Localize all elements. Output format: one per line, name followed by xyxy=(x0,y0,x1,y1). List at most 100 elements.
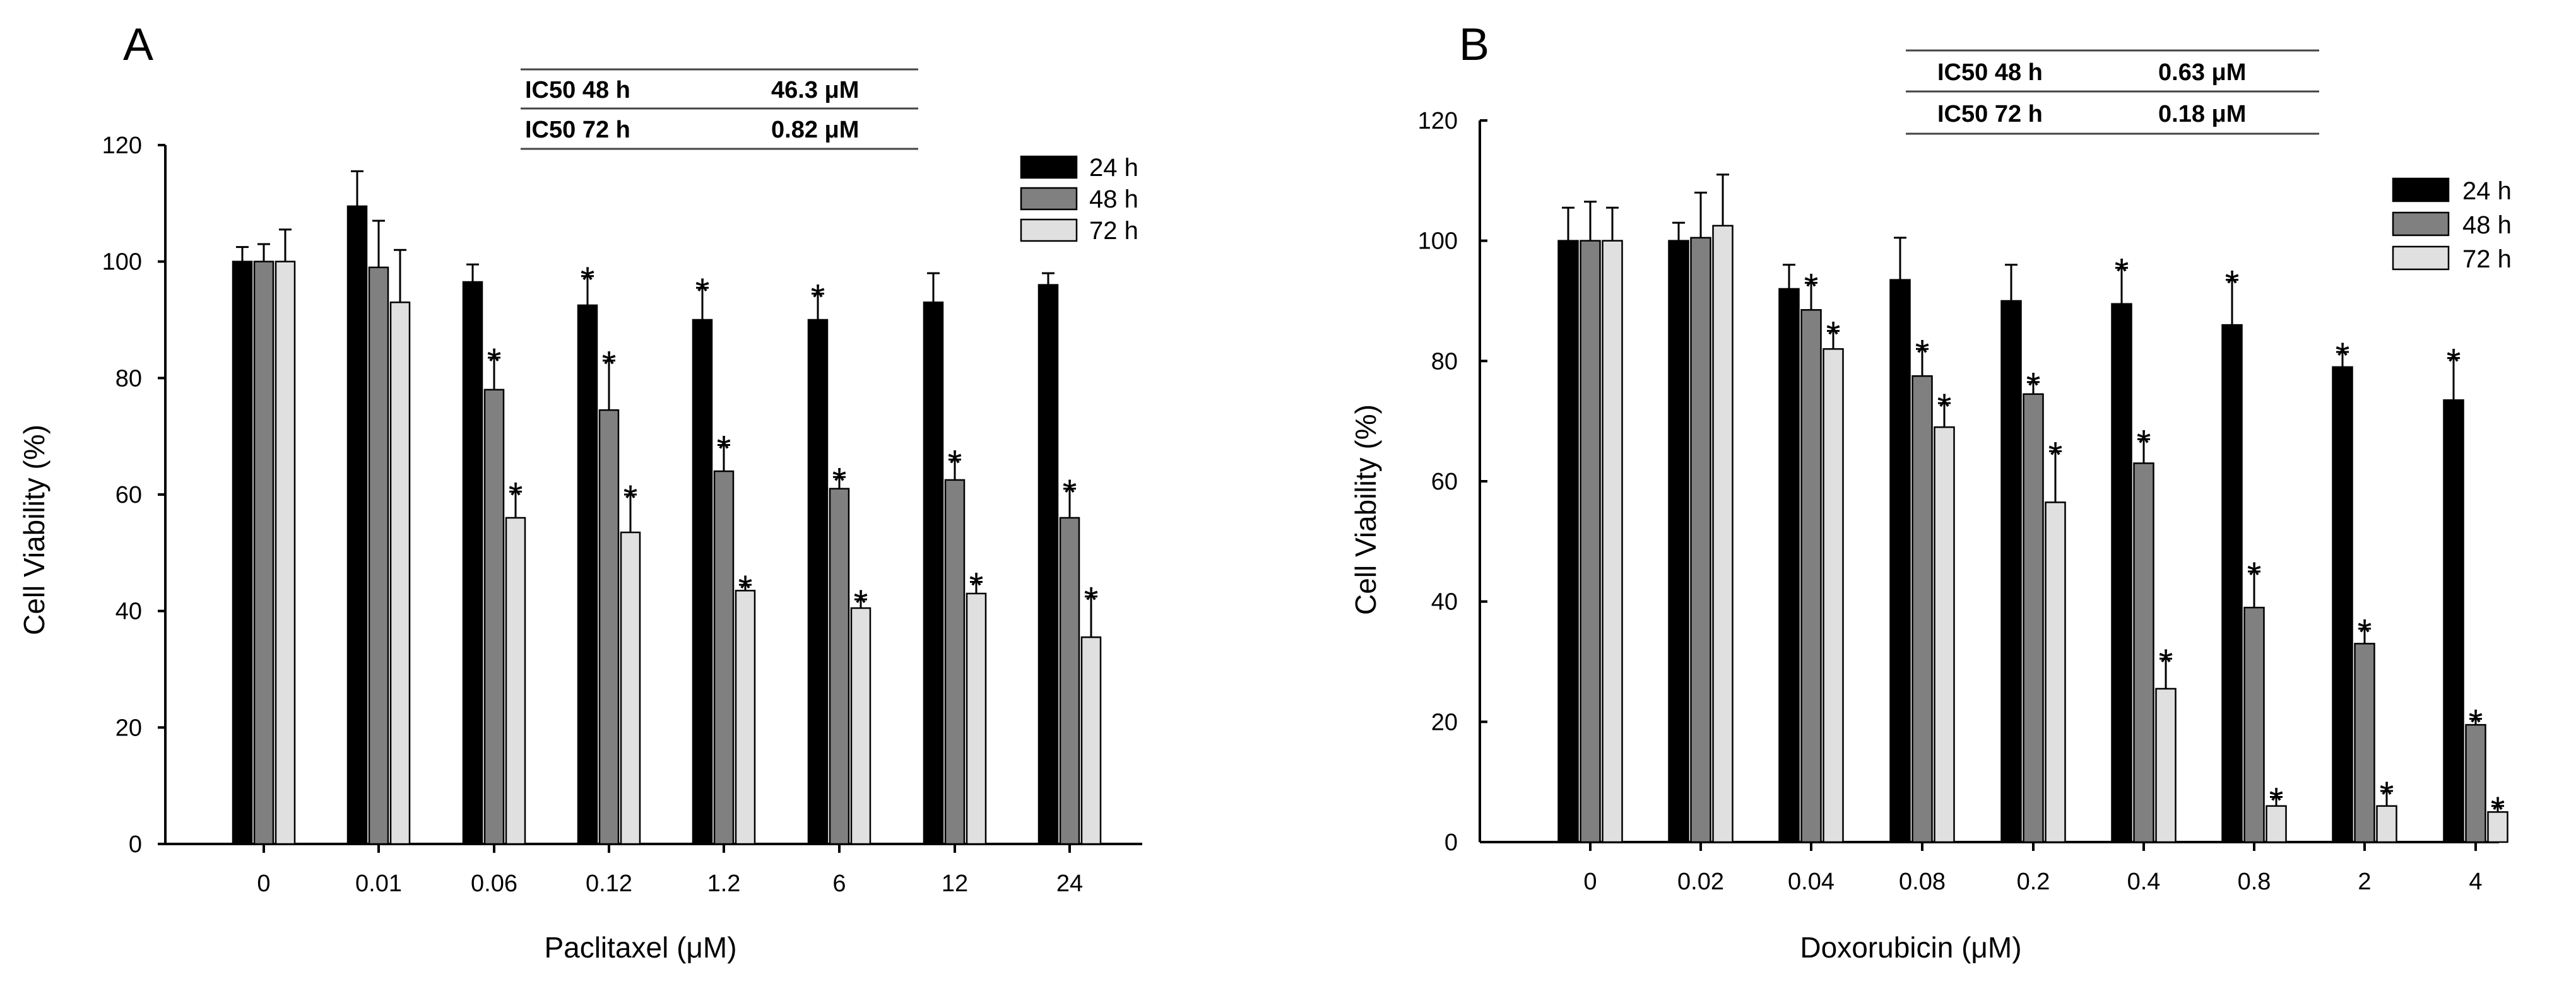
x-tick-label: 1.2 xyxy=(707,870,741,897)
bar xyxy=(807,319,829,845)
x-tick-label: 0.12 xyxy=(586,870,632,897)
bar xyxy=(462,281,483,845)
significance-star: * xyxy=(1804,266,1819,307)
significance-star: * xyxy=(1937,387,1952,428)
bar xyxy=(1580,240,1601,843)
y-tick-label: 100 xyxy=(102,249,142,276)
y-tick-label: 120 xyxy=(102,132,142,159)
y-tick-label: 80 xyxy=(1431,348,1458,375)
y-tick-label: 60 xyxy=(1431,469,1458,495)
bar xyxy=(577,304,598,845)
legend-label-72h: 72 h xyxy=(1089,217,1138,245)
significance-star: * xyxy=(2469,703,2483,744)
legend-swatch-72h xyxy=(1020,218,1078,242)
significance-star: * xyxy=(623,478,638,519)
significance-star: * xyxy=(2491,790,2505,831)
x-tick-label: 0.04 xyxy=(1788,869,1835,895)
significance-star: * xyxy=(2159,642,2173,683)
significance-star: * xyxy=(1915,332,1930,373)
significance-star: * xyxy=(602,344,617,385)
legend-b: 24 h 48 h 72 h xyxy=(2392,177,2512,273)
y-tick-label: 20 xyxy=(115,715,142,741)
bar xyxy=(1037,284,1059,845)
x-tick-label: 12 xyxy=(942,870,968,897)
y-tick-label: 120 xyxy=(1418,108,1458,134)
x-tick-label: 0 xyxy=(1583,869,1597,895)
ic50-row-value: 0.82 μM xyxy=(771,117,859,143)
significance-star: * xyxy=(581,260,595,301)
bar xyxy=(2487,811,2508,843)
bar xyxy=(2133,462,2154,843)
legend-swatch-48h xyxy=(2392,211,2450,237)
significance-star: * xyxy=(2048,435,2063,476)
legend-swatch-24h xyxy=(1020,155,1078,179)
legend-swatch-24h xyxy=(2392,177,2450,202)
bar xyxy=(2023,393,2044,843)
y-tick-label: 60 xyxy=(115,482,142,508)
y-tick-label: 40 xyxy=(1431,589,1458,616)
bar xyxy=(598,409,620,845)
x-axis-label-a: Paclitaxel (μM) xyxy=(544,931,736,964)
y-tick-label: 0 xyxy=(1445,829,1458,856)
x-tick-label: 6 xyxy=(832,870,846,897)
significance-star: * xyxy=(832,460,847,501)
bar xyxy=(2155,688,2177,843)
bar xyxy=(2221,324,2243,843)
x-tick-label: 0.02 xyxy=(1677,869,1724,895)
bar xyxy=(1823,348,1844,843)
plot-area-a: 0 20 40 60 80 100 120 0 0.01 0.06 0.12 1.2 6 12 24 * * * *… xyxy=(102,132,1142,897)
bar xyxy=(620,531,641,845)
significance-star: * xyxy=(2225,264,2240,305)
significance-star: * xyxy=(2447,342,2461,383)
x-tick-label: 4 xyxy=(2469,869,2482,895)
bar xyxy=(713,470,735,845)
ic50-row-value: 0.63 μM xyxy=(2158,59,2246,86)
bar xyxy=(1911,375,1933,843)
panel-a: A IC50 48 h 46.3 μM IC50 72 h 0.82 μM 24… xyxy=(18,20,1142,964)
x-axis-label-b: Doxorubicin (μM) xyxy=(1800,931,2021,964)
significance-star: * xyxy=(2380,775,2394,816)
x-tick-label: 0.4 xyxy=(2127,869,2161,895)
significance-star: * xyxy=(969,566,984,607)
bar xyxy=(1778,288,1800,843)
ic50-row-label: IC50 72 h xyxy=(1937,101,2043,127)
legend-a: 24 h 48 h 72 h xyxy=(1020,154,1138,245)
x-tick-label: 0.06 xyxy=(471,870,517,897)
x-tick-label: 0.08 xyxy=(1899,869,1946,895)
significance-star: * xyxy=(854,583,868,624)
y-axis-label-a: Cell Viability (%) xyxy=(18,425,50,635)
bar xyxy=(389,302,411,845)
y-tick-label: 0 xyxy=(129,831,142,858)
panel-letter-a: A xyxy=(123,20,153,70)
panel-letter-b: B xyxy=(1459,20,1489,70)
ic50-row-label: IC50 48 h xyxy=(1937,59,2043,86)
significance-star: * xyxy=(1826,315,1841,356)
bar xyxy=(275,261,296,845)
y-tick-label: 80 xyxy=(115,365,142,392)
bar xyxy=(966,592,987,845)
bar xyxy=(735,590,756,845)
bar xyxy=(1557,240,1579,843)
y-tick-label: 40 xyxy=(115,599,142,625)
bar xyxy=(1889,279,1911,843)
bar xyxy=(2000,300,2022,843)
x-tick-label: 0.01 xyxy=(355,870,402,897)
bar xyxy=(829,488,850,845)
significance-star: * xyxy=(1063,472,1077,513)
bar xyxy=(253,261,275,845)
panel-b: B IC50 48 h 0.63 μM IC50 72 h 0.18 μM 24… xyxy=(1349,20,2512,964)
significance-star: * xyxy=(738,568,753,609)
bar xyxy=(232,261,253,845)
significance-star: * xyxy=(2137,423,2151,464)
significance-star: * xyxy=(948,443,962,484)
bar xyxy=(1800,309,1822,843)
bar xyxy=(1059,517,1080,845)
bar xyxy=(2111,303,2132,843)
significance-star: * xyxy=(811,277,825,318)
bar xyxy=(1668,240,1689,843)
y-axis-label-b: Cell Viability (%) xyxy=(1349,404,1382,615)
bar xyxy=(505,517,526,845)
bar xyxy=(483,389,505,845)
legend-label-24h: 24 h xyxy=(1089,154,1138,182)
